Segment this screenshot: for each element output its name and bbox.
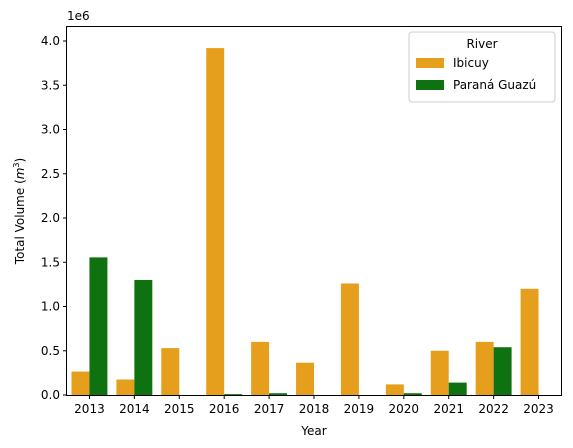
x-ticks: 2013 2014 2015 2016 2017 2018 2019 2020 2021 2022…: [74, 395, 554, 416]
bar-ibicuy-2017: [251, 341, 270, 395]
x-tick-label: 2017: [254, 402, 285, 416]
plot-frame: [66, 26, 562, 396]
bar-ibicuy-2021: [430, 350, 449, 395]
x-tick-label: 2013: [74, 402, 105, 416]
bar-ibicuy-2022: [475, 341, 494, 395]
x-tick-label: 2021: [433, 402, 464, 416]
x-tick-label: 2014: [119, 402, 150, 416]
y-tick-label: 3.0: [41, 123, 60, 137]
bar-parana-guazu-2013: [89, 257, 108, 395]
x-axis-label: Year: [300, 424, 326, 438]
bar-ibicuy-2013: [71, 371, 90, 395]
y-tick-label: 0.0: [41, 388, 60, 402]
legend-swatch-ibicuy: [416, 58, 444, 68]
bar-parana-guazu-2017: [269, 393, 288, 395]
y-tick-label: 1.0: [41, 300, 60, 314]
x-tick-label: 2023: [523, 402, 554, 416]
y-tick-label: 2.5: [41, 167, 60, 181]
y-axis-label: Total Volume (m3): [12, 158, 27, 265]
x-tick-label: 2019: [344, 402, 375, 416]
bar-parana-guazu-2022: [493, 347, 512, 395]
bar-parana-guazu-2014: [134, 279, 153, 395]
y-tick-label: 4.0: [41, 34, 60, 48]
y-tick-label: 0.5: [41, 344, 60, 358]
legend-swatch-parana-guazu: [416, 80, 444, 90]
legend: River Ibicuy Paraná Guazú: [408, 31, 556, 103]
y-offset-text: 1e6: [67, 9, 90, 23]
legend-label-parana-guazu: Paraná Guazú: [453, 78, 536, 92]
bar-ibicuy-2014: [116, 379, 135, 395]
bar-ibicuy-2018: [296, 362, 314, 395]
legend-label-ibicuy: Ibicuy: [453, 56, 489, 70]
x-tick-label: 2018: [299, 402, 330, 416]
x-tick-label: 2022: [478, 402, 509, 416]
bar-ibicuy-2019: [340, 283, 359, 395]
bar-ibicuy-2023: [520, 288, 539, 395]
bar-parana-guazu-2020: [403, 393, 422, 395]
bar-parana-guazu-2016: [224, 394, 243, 395]
bar-ibicuy-2020: [385, 384, 404, 395]
x-tick-label: 2020: [389, 402, 420, 416]
y-tick-label: 3.5: [41, 78, 60, 92]
bar-ibicuy-2015: [161, 348, 180, 395]
legend-title: River: [466, 37, 497, 51]
bar-parana-guazu-2021: [448, 382, 467, 395]
legend-frame: [408, 31, 556, 103]
bars-group: [71, 48, 539, 395]
x-tick-label: 2016: [209, 402, 240, 416]
bar-ibicuy-2016: [206, 48, 225, 395]
y-tick-label: 1.5: [41, 255, 60, 269]
y-tick-label: 2.0: [41, 211, 60, 225]
x-tick-label: 2015: [164, 402, 195, 416]
y-ticks: 0.0 0.5 1.0 1.5 2.0 2.5 3.0 3.5 4.0: [41, 34, 67, 402]
